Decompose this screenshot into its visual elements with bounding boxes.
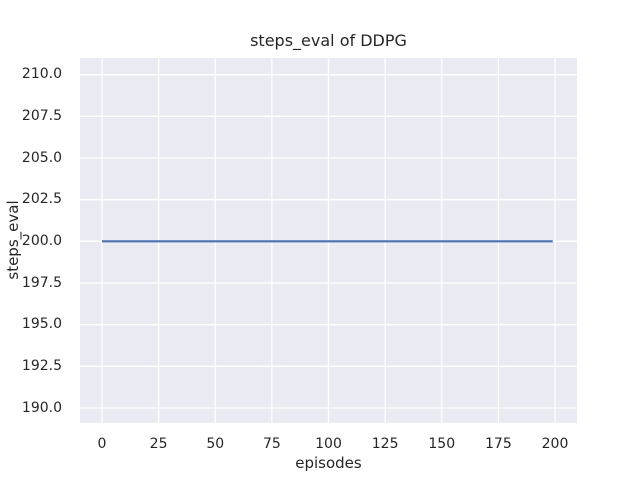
- y-tick-label: 192.5: [21, 357, 62, 374]
- y-tick-label: 200.0: [21, 232, 62, 249]
- x-tick-label: 25: [149, 436, 168, 452]
- y-tick-label: 207.5: [21, 107, 62, 124]
- y-axis-label: steps_eval: [4, 200, 22, 280]
- plot-area: [80, 58, 577, 423]
- x-tick-label: 50: [206, 436, 225, 452]
- plot-canvas: [80, 58, 577, 423]
- y-tick-label: 202.5: [21, 191, 62, 208]
- y-tick-label: 205.0: [21, 149, 62, 166]
- x-tick-label: 175: [485, 436, 512, 452]
- chart-title: steps_eval of DDPG: [250, 31, 407, 50]
- x-tick-label: 150: [428, 436, 456, 452]
- y-tick-label: 195.0: [21, 316, 62, 333]
- x-tick-label: 200: [541, 436, 569, 452]
- y-tick-label: 197.5: [21, 274, 62, 291]
- y-tick-label: 210.0: [21, 66, 62, 83]
- x-tick-label: 125: [371, 436, 399, 452]
- y-tick-label: 190.0: [21, 399, 62, 416]
- x-axis-label: episodes: [295, 454, 362, 472]
- x-tick-label: 0: [97, 436, 107, 452]
- x-tick-label: 75: [262, 436, 281, 452]
- x-tick-label: 100: [315, 436, 342, 452]
